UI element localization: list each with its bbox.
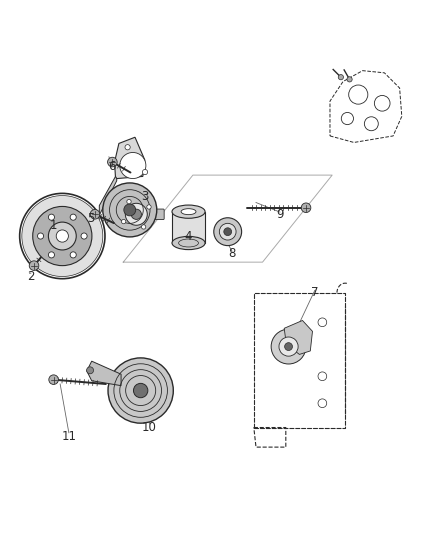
Circle shape [108,157,117,167]
Circle shape [70,214,76,220]
Circle shape [125,144,130,150]
Circle shape [28,202,96,270]
Text: 2: 2 [27,270,35,282]
Ellipse shape [172,205,205,219]
Circle shape [23,197,101,275]
Circle shape [347,77,352,82]
Circle shape [131,209,141,220]
Circle shape [118,196,155,232]
Circle shape [214,218,242,246]
Circle shape [120,152,146,179]
Text: 11: 11 [61,430,76,443]
Text: 6: 6 [109,160,116,173]
Circle shape [56,230,68,242]
Circle shape [90,209,100,219]
Circle shape [31,205,93,267]
Circle shape [142,169,148,175]
Circle shape [125,203,147,225]
Circle shape [141,225,146,229]
Circle shape [271,329,306,364]
Text: 3: 3 [141,190,148,204]
Circle shape [121,220,126,224]
Circle shape [48,252,54,258]
Circle shape [49,375,58,384]
Circle shape [127,199,131,204]
Text: 7: 7 [311,286,318,299]
Polygon shape [284,320,312,354]
Circle shape [301,203,311,213]
Circle shape [25,199,100,273]
Circle shape [219,223,236,240]
FancyBboxPatch shape [152,209,164,220]
Circle shape [108,358,173,423]
Circle shape [33,206,92,265]
Text: 5: 5 [87,212,94,225]
Circle shape [87,367,94,374]
Circle shape [134,383,148,398]
Circle shape [279,337,298,356]
Circle shape [70,252,76,258]
Text: 9: 9 [276,208,284,221]
Circle shape [29,261,39,270]
Circle shape [124,204,136,216]
Text: 8: 8 [228,247,236,260]
Circle shape [30,203,95,269]
Circle shape [33,206,92,265]
Circle shape [27,200,98,272]
Circle shape [81,233,87,239]
Text: 10: 10 [142,421,157,434]
Circle shape [285,343,293,351]
Circle shape [38,233,44,239]
Ellipse shape [181,209,196,215]
Circle shape [338,75,343,80]
Polygon shape [115,137,145,179]
FancyBboxPatch shape [172,212,205,243]
Circle shape [22,196,103,277]
Circle shape [48,222,76,250]
Circle shape [224,228,232,236]
Text: 4: 4 [185,230,192,243]
Circle shape [48,214,54,220]
Ellipse shape [172,236,205,249]
Polygon shape [87,361,121,386]
Circle shape [147,205,151,209]
Text: 1: 1 [50,219,57,232]
Polygon shape [99,174,117,215]
Circle shape [103,183,157,237]
